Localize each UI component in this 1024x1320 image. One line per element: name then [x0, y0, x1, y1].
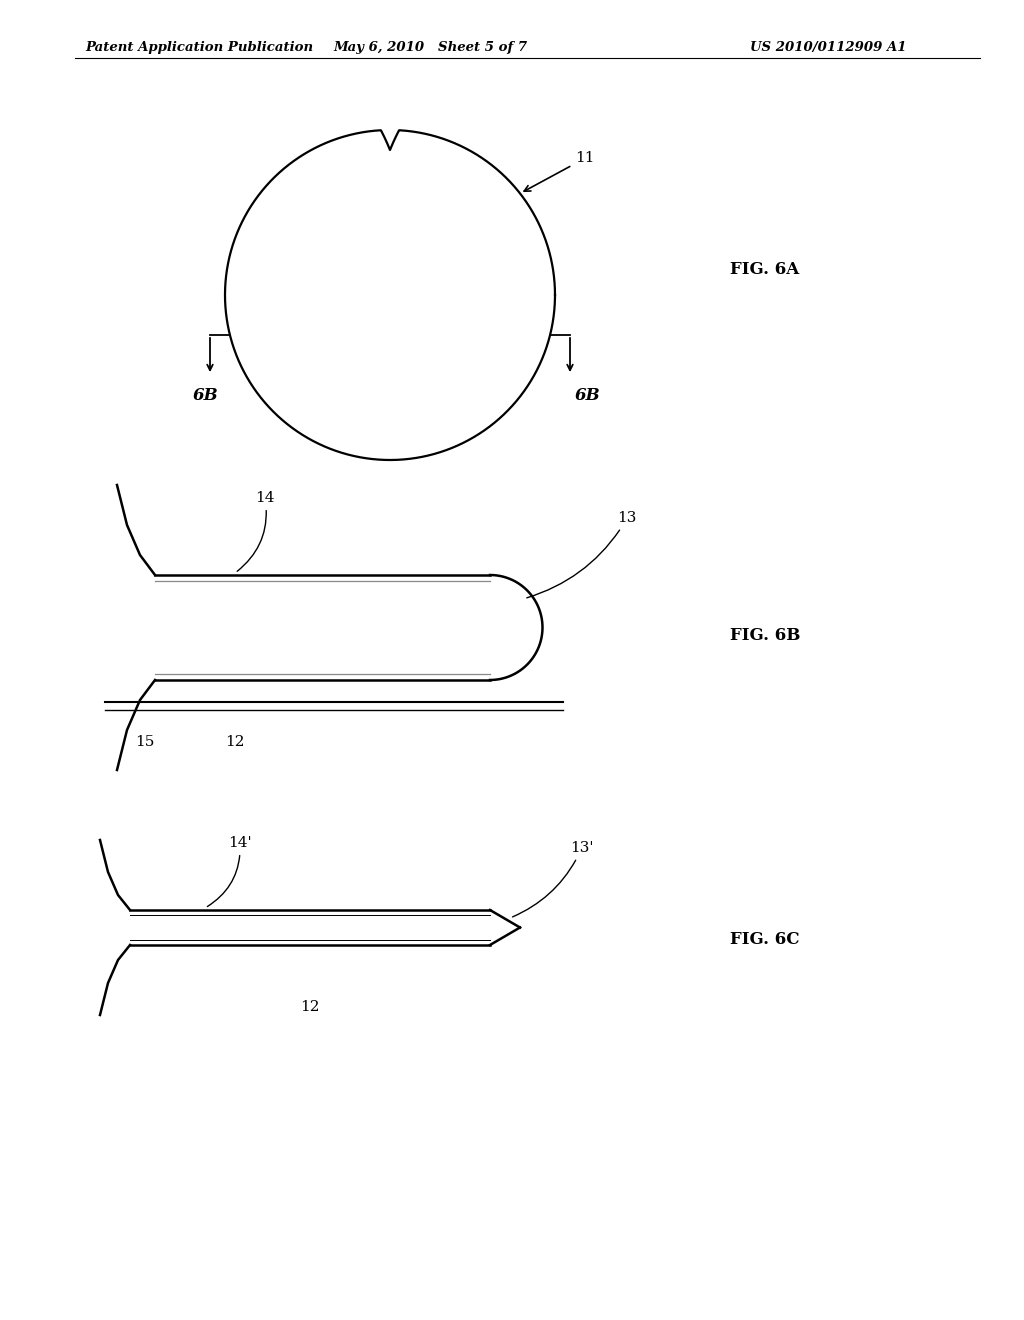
Text: US 2010/0112909 A1: US 2010/0112909 A1	[750, 41, 906, 54]
Text: 11: 11	[524, 152, 595, 191]
Text: 6B: 6B	[575, 387, 601, 404]
Text: 12: 12	[300, 1001, 319, 1014]
Text: Patent Application Publication: Patent Application Publication	[85, 41, 313, 54]
Text: 15: 15	[135, 735, 155, 748]
Text: 13': 13'	[513, 841, 594, 917]
Text: 12: 12	[225, 735, 245, 748]
Text: FIG. 6C: FIG. 6C	[730, 932, 800, 949]
Text: 6B: 6B	[193, 387, 218, 404]
Text: FIG. 6A: FIG. 6A	[730, 261, 800, 279]
Text: 14: 14	[238, 491, 274, 572]
Text: FIG. 6B: FIG. 6B	[730, 627, 801, 644]
Text: 14': 14'	[208, 836, 252, 907]
Text: May 6, 2010   Sheet 5 of 7: May 6, 2010 Sheet 5 of 7	[333, 41, 527, 54]
Text: 13: 13	[526, 511, 637, 598]
